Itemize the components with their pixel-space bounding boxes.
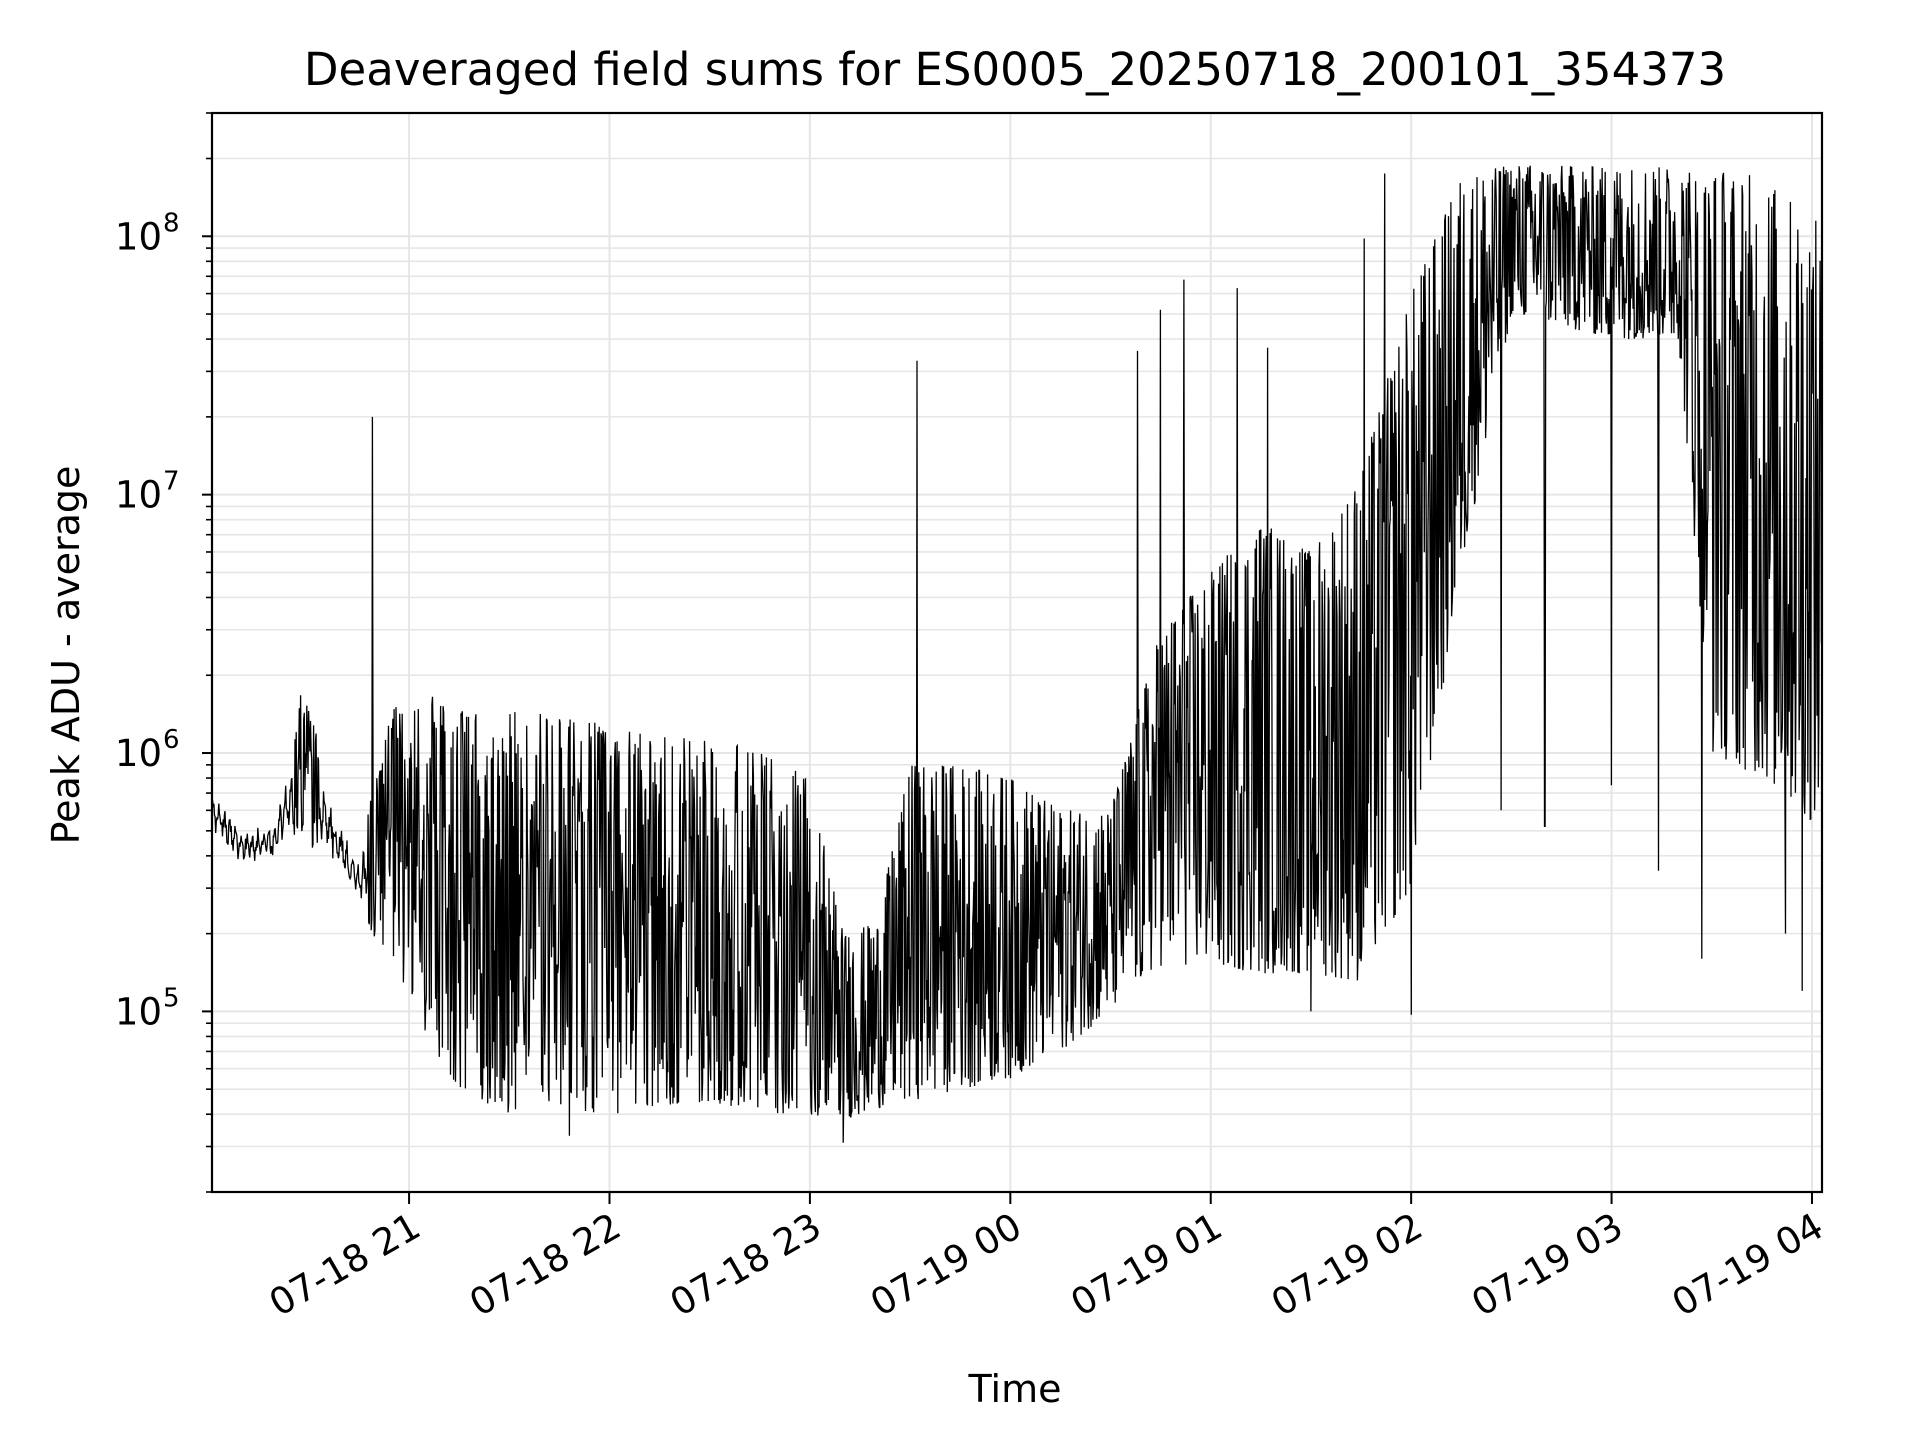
y-axis-label: Peak ADU - average: [44, 466, 88, 845]
y-tick-exponent: 5: [163, 983, 180, 1013]
y-tick-exponent: 8: [163, 208, 180, 238]
y-tick-exponent: 6: [163, 725, 180, 755]
x-axis-label: Time: [968, 1367, 1062, 1411]
y-tick-label: 10: [115, 474, 162, 517]
data-layer: [211, 165, 1823, 1143]
y-tick-exponent: 7: [163, 467, 180, 497]
chart-title: Deaveraged field sums for ES0005_2025071…: [304, 43, 1726, 96]
y-tick-label: 10: [115, 990, 162, 1033]
plot-frame: [210, 111, 1824, 1194]
series-line: [211, 165, 1823, 1143]
y-tick-label: 10: [115, 732, 162, 775]
axes: [210, 111, 1824, 1194]
y-tick-label: 10: [115, 215, 162, 258]
